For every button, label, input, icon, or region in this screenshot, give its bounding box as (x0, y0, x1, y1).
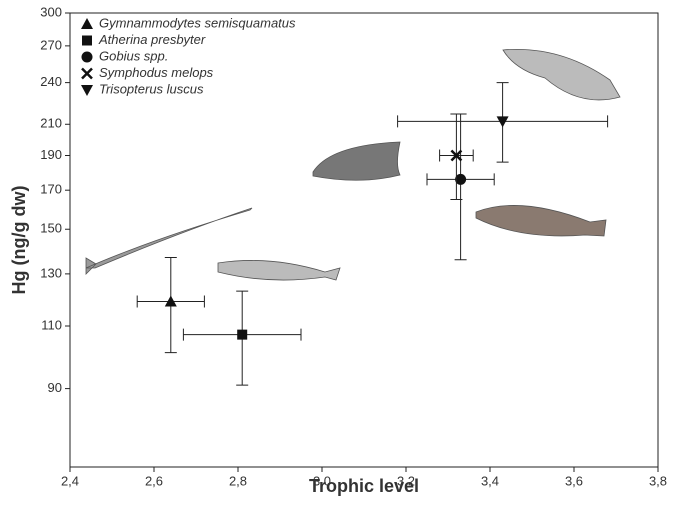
x-tick-label: 3,0 (313, 473, 331, 488)
legend-label: Symphodus melops (99, 65, 214, 80)
y-tick-label: 300 (40, 4, 62, 19)
y-tick-label: 150 (40, 221, 62, 236)
fish-wrasse (312, 141, 401, 181)
y-tick-label: 240 (40, 74, 62, 89)
legend-label: Gobius spp. (99, 48, 168, 63)
plot-frame (69, 12, 659, 468)
y-tick-label: 210 (40, 116, 62, 131)
y-tick-label: 170 (40, 182, 62, 197)
x-tick-label: 3,6 (565, 473, 583, 488)
fish-sandeel (85, 207, 253, 275)
point (164, 295, 177, 307)
legend-marker (81, 67, 93, 80)
y-tick-label: 270 (40, 37, 62, 52)
legend-marker (81, 18, 93, 29)
x-tick-label: 3,2 (397, 473, 415, 488)
y-tick-label: 90 (48, 380, 62, 395)
point (237, 329, 248, 340)
y-tick-label: 190 (40, 147, 62, 162)
y-tick-label: 110 (41, 317, 62, 332)
point (455, 173, 467, 185)
fish-illustrations (85, 49, 621, 281)
x-tick-label: 2,8 (229, 473, 247, 488)
y-axis-label: Hg (ng/g dw) (9, 186, 29, 295)
x-tick-label: 2,6 (145, 473, 163, 488)
x-tick-label: 3,8 (649, 473, 667, 488)
legend-label: Atherina presbyter (98, 32, 206, 47)
point (450, 149, 463, 162)
legend-marker (81, 85, 93, 96)
fish-pouting (502, 49, 621, 101)
x-tick-label: 3,4 (481, 473, 499, 488)
legend-label: Trisopterus luscus (99, 81, 204, 96)
legend-label: Gymnammodytes semisquamatus (99, 15, 296, 30)
fish-goby (475, 205, 607, 237)
y-tick-label: 130 (40, 265, 62, 280)
x-axis-label: Trophic level (309, 476, 419, 496)
point (496, 116, 509, 128)
legend-marker (82, 35, 92, 46)
fish-sandsmelt (217, 260, 341, 281)
legend-marker (81, 51, 93, 63)
x-tick-label: 2,4 (61, 473, 79, 488)
